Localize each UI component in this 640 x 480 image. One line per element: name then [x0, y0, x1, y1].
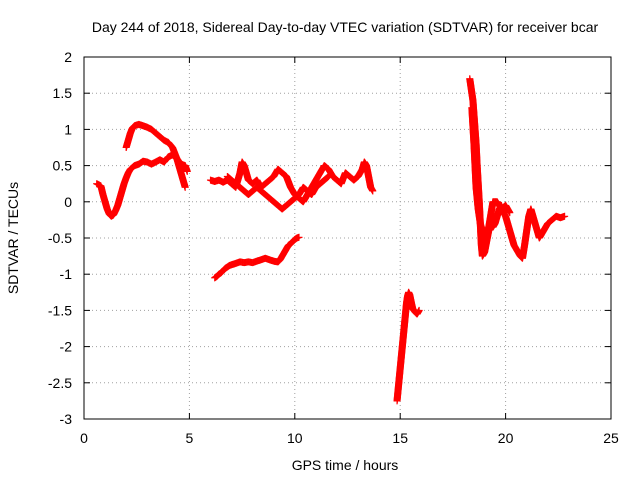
data-point [181, 183, 189, 191]
data-point [506, 209, 514, 217]
data-point [561, 212, 569, 220]
y-tick-label: -3 [60, 411, 73, 427]
x-tick-label: 15 [392, 430, 408, 446]
data-series [223, 172, 333, 213]
plot-area-frame [83, 56, 612, 420]
x-tick-label: 25 [603, 430, 619, 446]
data-point [415, 306, 423, 314]
data-points [93, 75, 569, 405]
y-tick-label: 1.5 [53, 85, 73, 101]
data-point [325, 172, 333, 180]
y-tick-label: -2 [60, 339, 73, 355]
x-axis-tick-labels: 0 5 10 15 20 25 [80, 430, 619, 446]
y-tick-label: -1.5 [48, 302, 72, 318]
x-tick-label: 10 [287, 430, 303, 446]
x-tick-label: 5 [186, 430, 194, 446]
x-tick-label: 20 [498, 430, 514, 446]
data-series [393, 288, 423, 405]
y-tick-label: -1 [60, 266, 73, 282]
y-tick-label: 0 [64, 194, 72, 210]
x-axis-title: GPS time / hours [292, 457, 399, 473]
y-tick-label: 0.5 [53, 158, 73, 174]
data-series [122, 120, 189, 191]
y-tick-label: 2 [64, 49, 72, 65]
y-axis-tick-labels: -3 -2.5 -2 -1.5 -1 -0.5 0 0.5 1 1.5 2 [48, 49, 72, 427]
data-series [211, 233, 303, 282]
y-tick-label: -2.5 [48, 375, 72, 391]
data-point [369, 187, 377, 195]
data-series [468, 104, 514, 238]
data-point [295, 233, 303, 241]
y-axis-title: SDTVAR / TECUs [5, 182, 21, 294]
chart-title: Day 244 of 2018, Sidereal Day-to-day VTE… [92, 19, 599, 35]
data-series [93, 151, 191, 220]
y-tick-label: 1 [64, 121, 72, 137]
y-tick-label: -0.5 [48, 230, 72, 246]
x-tick-label: 0 [80, 430, 88, 446]
data-point [183, 167, 191, 175]
